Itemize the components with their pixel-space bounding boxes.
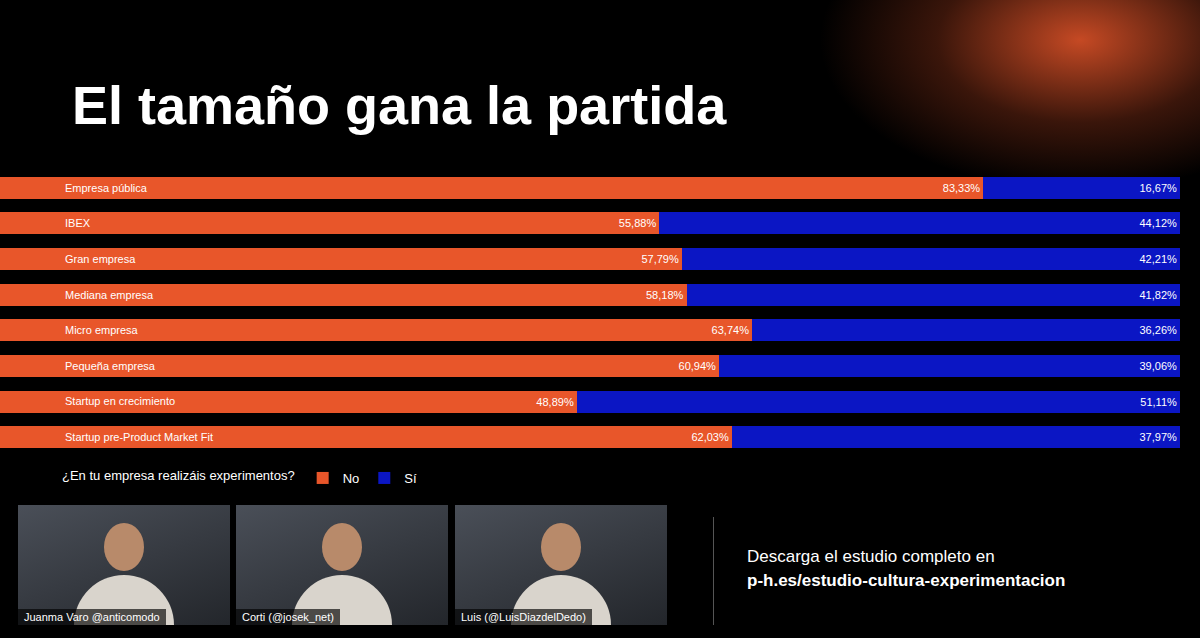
svg-text:Empresa pública: Empresa pública bbox=[65, 182, 148, 194]
svg-text:57,79%: 57,79% bbox=[641, 253, 679, 265]
html-text:Juanma Varo @anticomodo: Juanma Varo @anticomodo bbox=[24, 611, 160, 623]
svg-text:83,33%: 83,33% bbox=[943, 182, 981, 194]
svg-text:Mediana empresa: Mediana empresa bbox=[65, 289, 154, 301]
svg-text:63,74%: 63,74% bbox=[712, 324, 750, 336]
svg-text:39,06%: 39,06% bbox=[1139, 360, 1177, 372]
svg-text:¿En tu empresa realizáis exper: ¿En tu empresa realizáis experimentos? bbox=[62, 468, 295, 483]
html-text:Descarga el estudio completo e: Descarga el estudio completo en bbox=[747, 547, 995, 566]
svg-text:44,12%: 44,12% bbox=[1139, 217, 1177, 229]
svg-text:Micro empresa: Micro empresa bbox=[65, 324, 139, 336]
svg-text:41,82%: 41,82% bbox=[1139, 289, 1177, 301]
svg-text:Pequeña empresa: Pequeña empresa bbox=[65, 360, 156, 372]
svg-text:16,67%: 16,67% bbox=[1139, 182, 1177, 194]
svg-text:Gran empresa: Gran empresa bbox=[65, 253, 136, 265]
svg-text:No: No bbox=[343, 471, 360, 486]
svg-text:55,88%: 55,88% bbox=[619, 217, 657, 229]
svg-text:51,11%: 51,11% bbox=[1140, 396, 1177, 408]
svg-text:37,97%: 37,97% bbox=[1139, 431, 1177, 443]
html-text:p-h.es/estudio-cultura-experim: p-h.es/estudio-cultura-experimentacion bbox=[747, 571, 1066, 590]
svg-text:IBEX: IBEX bbox=[65, 217, 91, 229]
svg-text:Startup pre-Product Market Fit: Startup pre-Product Market Fit bbox=[65, 431, 213, 443]
html-text:Luis (@LuisDiazdelDedo): Luis (@LuisDiazdelDedo) bbox=[461, 611, 586, 623]
svg-text:58,18%: 58,18% bbox=[646, 289, 684, 301]
svg-text:48,89%: 48,89% bbox=[536, 396, 574, 408]
svg-text:El tamaño gana la partida: El tamaño gana la partida bbox=[72, 75, 727, 135]
svg-text:62,03%: 62,03% bbox=[691, 431, 729, 443]
html-text:Corti (@josek_net): Corti (@josek_net) bbox=[242, 611, 334, 623]
svg-text:42,21%: 42,21% bbox=[1139, 253, 1177, 265]
svg-text:36,26%: 36,26% bbox=[1139, 324, 1177, 336]
svg-text:60,94%: 60,94% bbox=[679, 360, 717, 372]
svg-text:Sí: Sí bbox=[404, 471, 417, 486]
svg-text:Startup en crecimiento: Startup en crecimiento bbox=[65, 395, 175, 407]
